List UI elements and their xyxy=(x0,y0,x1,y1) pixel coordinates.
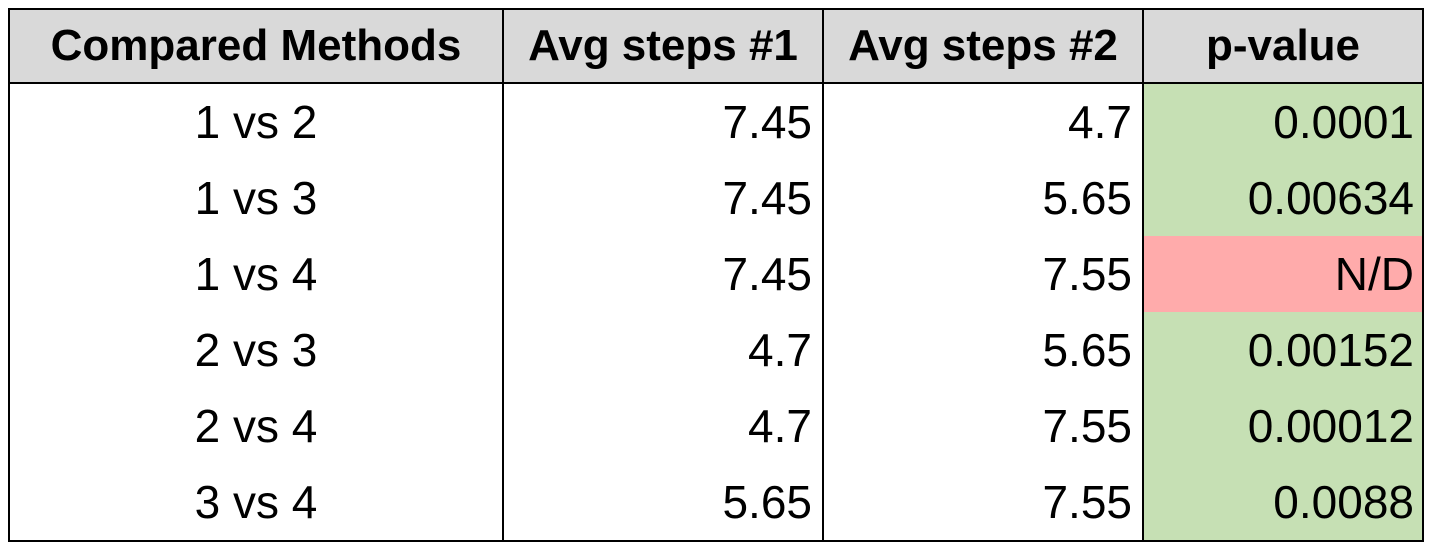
method-cell: 3 vs 4 xyxy=(9,464,504,541)
p-value-cell: 0.0088 xyxy=(1143,464,1423,541)
p-value-cell: 0.00152 xyxy=(1143,312,1423,388)
avg-steps-1-cell: 4.7 xyxy=(503,312,824,388)
header-avg-steps-1: Avg steps #1 xyxy=(503,9,824,84)
comparison-table-container: Compared Methods Avg steps #1 Avg steps … xyxy=(8,8,1424,542)
table-row: 1 vs 3 7.45 5.65 0.00634 xyxy=(9,160,1423,236)
header-row: Compared Methods Avg steps #1 Avg steps … xyxy=(9,9,1423,84)
p-value-cell: 0.00012 xyxy=(1143,388,1423,464)
avg-steps-1-cell: 7.45 xyxy=(503,160,824,236)
method-cell: 1 vs 2 xyxy=(9,83,504,160)
table-row: 1 vs 4 7.45 7.55 N/D xyxy=(9,236,1423,312)
method-cell: 2 vs 3 xyxy=(9,312,504,388)
avg-steps-1-cell: 4.7 xyxy=(503,388,824,464)
header-p-value: p-value xyxy=(1143,9,1423,84)
comparison-table: Compared Methods Avg steps #1 Avg steps … xyxy=(8,8,1424,542)
avg-steps-2-cell: 7.55 xyxy=(823,388,1144,464)
avg-steps-2-cell: 4.7 xyxy=(823,83,1144,160)
table-header: Compared Methods Avg steps #1 Avg steps … xyxy=(9,9,1423,84)
table-row: 2 vs 3 4.7 5.65 0.00152 xyxy=(9,312,1423,388)
avg-steps-2-cell: 7.55 xyxy=(823,464,1144,541)
header-compared-methods: Compared Methods xyxy=(9,9,504,84)
table-row: 3 vs 4 5.65 7.55 0.0088 xyxy=(9,464,1423,541)
avg-steps-2-cell: 5.65 xyxy=(823,160,1144,236)
avg-steps-2-cell: 7.55 xyxy=(823,236,1144,312)
p-value-cell: N/D xyxy=(1143,236,1423,312)
table-row: 2 vs 4 4.7 7.55 0.00012 xyxy=(9,388,1423,464)
avg-steps-1-cell: 7.45 xyxy=(503,236,824,312)
header-avg-steps-2: Avg steps #2 xyxy=(823,9,1144,84)
avg-steps-1-cell: 5.65 xyxy=(503,464,824,541)
avg-steps-1-cell: 7.45 xyxy=(503,83,824,160)
p-value-cell: 0.00634 xyxy=(1143,160,1423,236)
p-value-cell: 0.0001 xyxy=(1143,83,1423,160)
method-cell: 1 vs 4 xyxy=(9,236,504,312)
method-cell: 2 vs 4 xyxy=(9,388,504,464)
table-body: 1 vs 2 7.45 4.7 0.0001 1 vs 3 7.45 5.65 … xyxy=(9,83,1423,541)
avg-steps-2-cell: 5.65 xyxy=(823,312,1144,388)
table-row: 1 vs 2 7.45 4.7 0.0001 xyxy=(9,83,1423,160)
method-cell: 1 vs 3 xyxy=(9,160,504,236)
